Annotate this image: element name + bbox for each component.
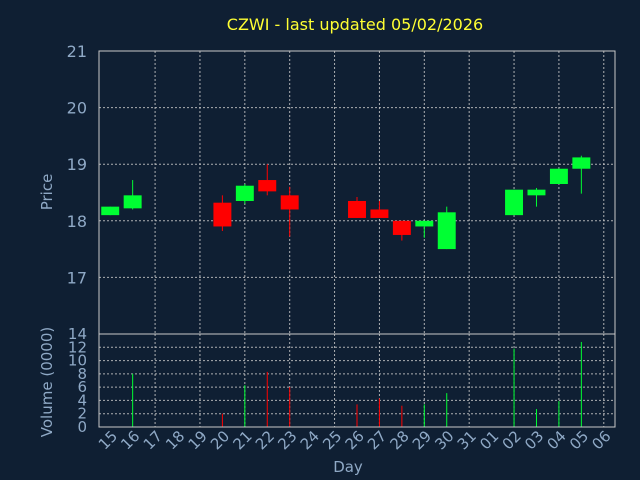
candle-body <box>527 189 546 196</box>
volume-tick-label: 12 <box>68 338 87 356</box>
volume-tick-label: 2 <box>77 405 87 423</box>
candles <box>101 155 591 250</box>
candle-body <box>235 185 254 201</box>
candle-body <box>348 200 366 218</box>
candle-body <box>258 180 277 192</box>
volume-tick-label: 0 <box>77 418 87 436</box>
price-tick-label: 19 <box>67 155 87 174</box>
day-ticks: 1516171819202122232425262728293031010203… <box>95 427 615 453</box>
panel-frames <box>98 50 616 428</box>
candle-body <box>370 209 389 218</box>
candle-body <box>123 195 142 209</box>
candle-body <box>572 157 591 169</box>
chart-title: CZWI - last updated 05/02/2026 <box>227 15 483 34</box>
price-tick-label: 17 <box>67 268 87 287</box>
volume-tick-label: 8 <box>77 365 87 383</box>
price-tick-label: 21 <box>67 42 87 61</box>
day-tick-label: 06 <box>588 427 614 453</box>
price-ticks: 17 18 19 20 21 <box>67 42 87 287</box>
volume-bars <box>132 341 582 427</box>
price-tick-label: 18 <box>67 212 87 231</box>
price-axis-label: Price <box>38 174 56 211</box>
candle-body <box>392 220 411 235</box>
candle-body <box>549 168 568 185</box>
candle-body <box>415 220 434 227</box>
volume-panel-frame <box>98 333 616 428</box>
candle-body <box>213 202 232 227</box>
candle-body <box>505 189 524 216</box>
volume-tick-label: 6 <box>77 378 87 396</box>
volume-tick-label: 4 <box>77 391 87 409</box>
candle-body <box>101 206 120 216</box>
volume-axis-label: Volume (0000) <box>38 327 56 437</box>
candle-body <box>280 195 299 210</box>
day-axis-label: Day <box>333 458 363 476</box>
candle-body <box>437 212 456 250</box>
price-tick-label: 20 <box>67 99 87 118</box>
volume-tick-label: 14 <box>68 325 87 343</box>
volume-tick-label: 10 <box>68 352 87 370</box>
